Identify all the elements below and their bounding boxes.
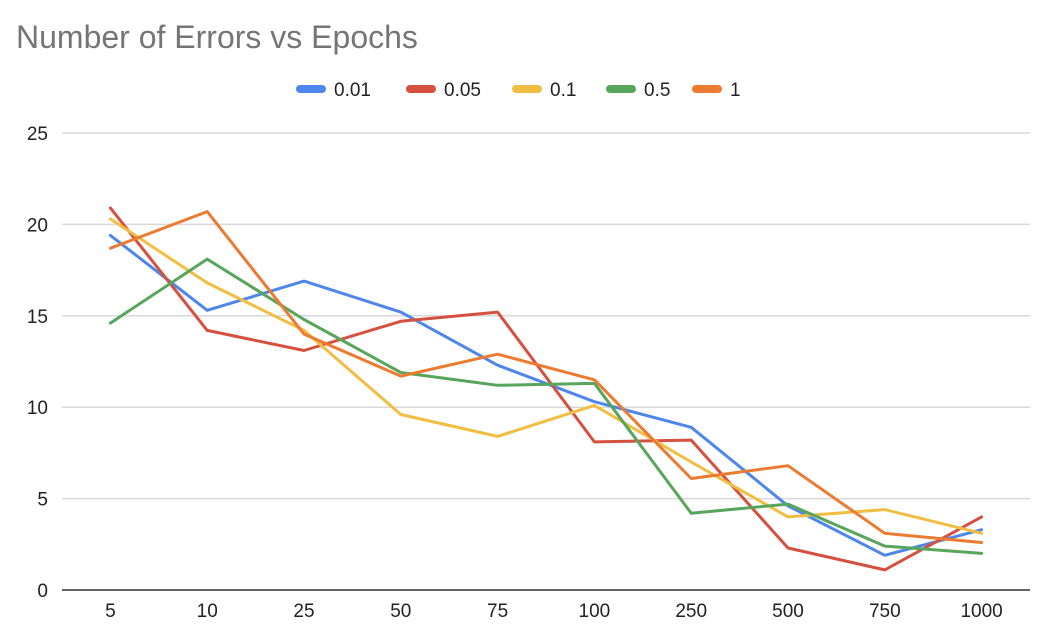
- x-tick-label: 750: [869, 601, 901, 622]
- legend-label: 0.05: [444, 80, 481, 101]
- legend: 0.01 0.05 0.1 0.5 1: [296, 80, 741, 101]
- y-tick-label: 15: [27, 307, 48, 328]
- legend-swatch: [692, 85, 722, 93]
- legend-label: 0.01: [334, 80, 371, 101]
- legend-swatch: [606, 85, 636, 93]
- x-tick-label: 25: [293, 601, 314, 622]
- x-tick-label: 100: [579, 601, 611, 622]
- y-tick-label: 10: [27, 398, 48, 419]
- series-line-0-01: [108, 233, 984, 557]
- chart-title: Number of Errors vs Epochs: [16, 19, 418, 55]
- series-line-0-5: [108, 257, 984, 555]
- legend-swatch: [296, 85, 326, 93]
- x-tick-label: 1000: [960, 601, 1002, 622]
- x-tick-label: 50: [390, 601, 411, 622]
- y-tick-label: 0: [37, 581, 48, 602]
- series-line-0-1: [108, 217, 984, 535]
- x-tick-label: 500: [772, 601, 804, 622]
- x-axis-ticks: 5 10 25 50 75 100 250 500 750 1000: [105, 601, 1003, 622]
- x-tick-label: 10: [197, 601, 218, 622]
- y-tick-label: 20: [27, 215, 48, 236]
- x-tick-label: 75: [487, 601, 508, 622]
- legend-label: 1: [730, 80, 741, 101]
- series-line-0-05: [108, 206, 984, 572]
- series-lines: [108, 206, 984, 572]
- x-tick-label: 5: [105, 601, 116, 622]
- legend-label: 0.5: [644, 80, 670, 101]
- y-tick-label: 25: [27, 124, 48, 145]
- series-line-1: [108, 210, 984, 544]
- legend-swatch: [406, 85, 436, 93]
- gridlines: [62, 132, 1030, 591]
- legend-swatch: [512, 85, 542, 93]
- legend-label: 0.1: [550, 80, 576, 101]
- y-axis-ticks: 0 5 10 15 20 25: [27, 124, 48, 602]
- y-tick-label: 5: [37, 490, 48, 511]
- x-tick-label: 250: [675, 601, 707, 622]
